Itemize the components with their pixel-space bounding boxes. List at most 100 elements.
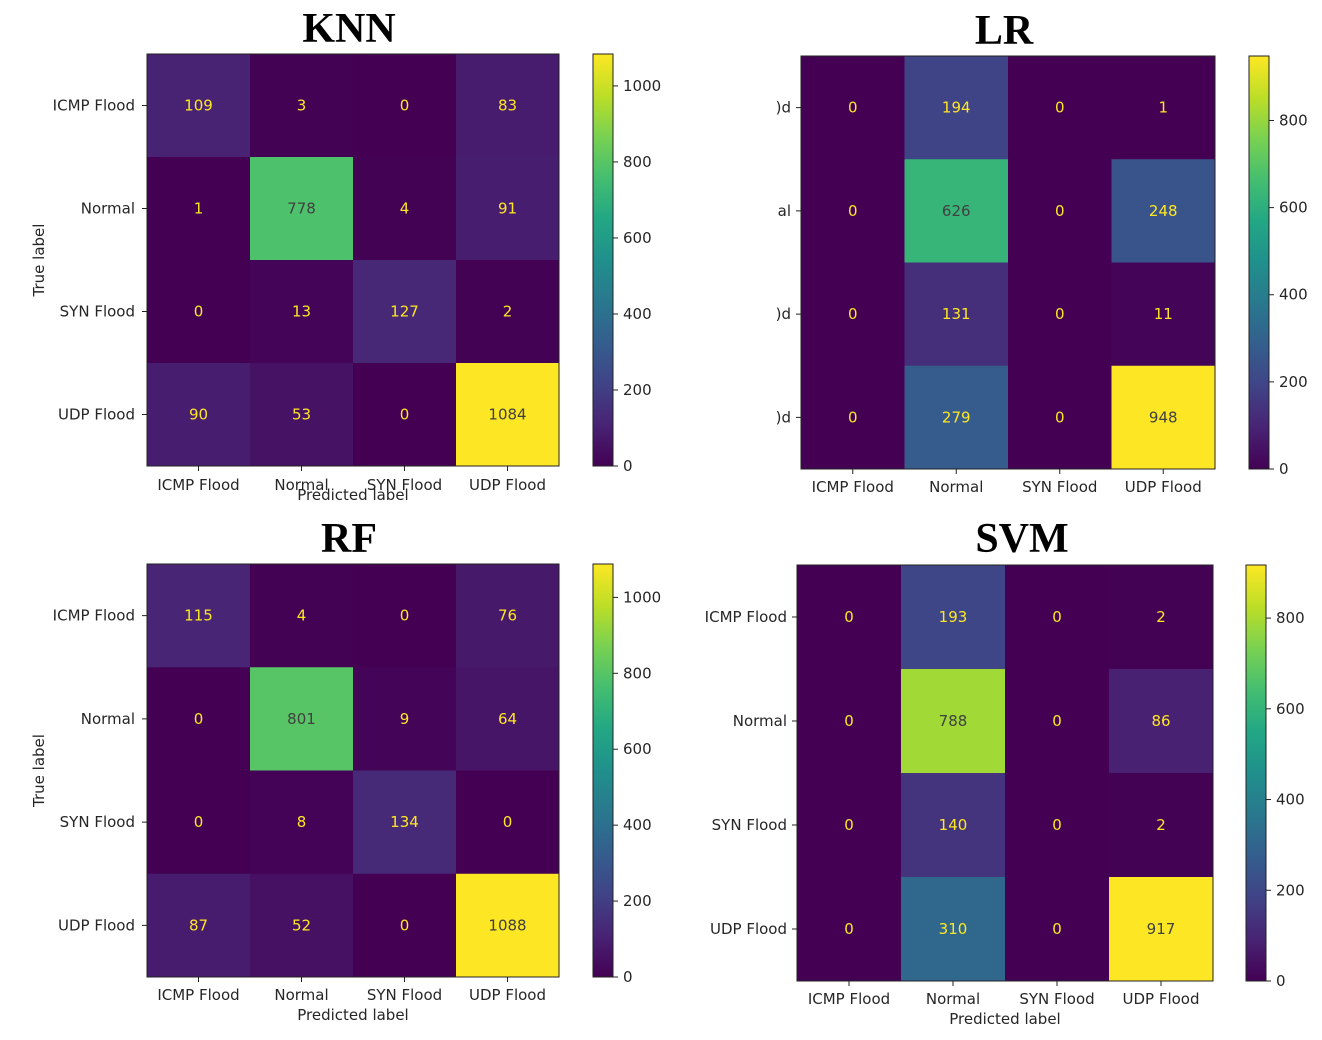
cell-value-label: 0 bbox=[844, 816, 854, 834]
heatmap-cell bbox=[353, 564, 457, 668]
heatmap-cell bbox=[147, 157, 251, 261]
heatmap-cell bbox=[801, 365, 905, 470]
x-tick-label: ICMP Flood bbox=[812, 478, 894, 496]
cell-value-label: 0 bbox=[400, 406, 410, 424]
cell-value-label: 0 bbox=[503, 813, 513, 831]
x-tick-label: UDP Flood bbox=[1125, 478, 1202, 496]
colorbar-tick-label: 200 bbox=[623, 381, 652, 399]
heatmap-cell bbox=[250, 363, 354, 467]
cell-value-label: 8 bbox=[297, 813, 307, 831]
colorbar-tick-label: 800 bbox=[1276, 609, 1305, 627]
cell-value-label: 140 bbox=[939, 816, 968, 834]
panel-title: RF bbox=[321, 516, 377, 562]
cell-value-label: 801 bbox=[287, 710, 316, 728]
x-tick-label: Normal bbox=[274, 476, 328, 494]
colorbar-tick-label: 600 bbox=[1276, 700, 1305, 718]
plot-frame bbox=[800, 55, 1216, 470]
cell-value-label: 87 bbox=[189, 916, 208, 934]
y-tick-label: )d bbox=[776, 305, 791, 323]
x-tick-label: UDP Flood bbox=[469, 476, 546, 494]
heatmap-cell bbox=[1005, 565, 1110, 670]
heatmap-cell bbox=[1111, 262, 1216, 367]
cell-value-label: 0 bbox=[844, 920, 854, 938]
cell-value-label: 53 bbox=[292, 406, 311, 424]
heatmap-cell bbox=[147, 667, 251, 771]
heatmap-cell bbox=[250, 564, 354, 668]
x-tick-label: ICMP Flood bbox=[157, 986, 239, 1004]
heatmap-cell bbox=[456, 667, 560, 771]
heatmap-cell bbox=[353, 54, 457, 158]
panel-title: LR bbox=[975, 8, 1034, 54]
cell-value-label: 0 bbox=[1055, 305, 1065, 323]
cell-value-label: 0 bbox=[844, 712, 854, 730]
heatmap-cell bbox=[147, 873, 251, 978]
cell-value-label: 3 bbox=[297, 97, 307, 115]
heatmap-cell bbox=[901, 877, 1006, 982]
cell-value-label: 193 bbox=[939, 608, 968, 626]
heatmap-cell bbox=[456, 54, 560, 158]
x-axis-title: Predicted label bbox=[949, 1010, 1060, 1028]
heatmap-cell bbox=[353, 873, 457, 978]
colorbar-tick-label: 1000 bbox=[623, 588, 661, 606]
heatmap-cell bbox=[801, 56, 905, 160]
x-tick-label: SYN Flood bbox=[367, 986, 442, 1004]
x-tick-label: SYN Flood bbox=[367, 476, 442, 494]
heatmap-cell bbox=[1008, 159, 1112, 263]
cell-value-label: 0 bbox=[848, 202, 858, 220]
cell-value-label: 2 bbox=[1156, 816, 1166, 834]
y-tick-label: Normal bbox=[81, 200, 135, 218]
y-tick-label: UDP Flood bbox=[58, 406, 135, 424]
cell-value-label: 0 bbox=[1052, 608, 1062, 626]
x-tick-label: Normal bbox=[929, 478, 983, 496]
cell-value-label: 0 bbox=[1055, 408, 1065, 426]
heatmap-cell bbox=[901, 669, 1006, 774]
heatmap-cell bbox=[250, 260, 354, 364]
x-tick-label: ICMP Flood bbox=[808, 990, 890, 1008]
cell-value-label: 0 bbox=[400, 916, 410, 934]
panel-title: SVM bbox=[975, 516, 1068, 562]
cell-value-label: 0 bbox=[1052, 920, 1062, 938]
heatmap-cell bbox=[456, 157, 560, 261]
colorbar-tick-label: 0 bbox=[1276, 972, 1286, 990]
cell-value-label: 917 bbox=[1147, 920, 1176, 938]
heatmap-cell bbox=[1111, 365, 1216, 470]
heatmap-cell bbox=[1008, 262, 1112, 367]
cell-value-label: 310 bbox=[939, 920, 968, 938]
x-tick-label: Normal bbox=[926, 990, 980, 1008]
cell-value-label: 279 bbox=[942, 408, 971, 426]
colorbar-tick-label: 200 bbox=[1276, 881, 1305, 899]
cell-value-label: 248 bbox=[1149, 202, 1178, 220]
colorbar bbox=[592, 53, 614, 467]
heatmap-cell bbox=[904, 159, 1009, 263]
y-tick-label: Normal bbox=[81, 710, 135, 728]
cell-value-label: 0 bbox=[848, 408, 858, 426]
colorbar-tick-label: 1000 bbox=[623, 77, 661, 95]
heatmap-cell bbox=[456, 770, 560, 875]
plot-frame bbox=[146, 53, 560, 467]
x-tick-label: UDP Flood bbox=[1122, 990, 1199, 1008]
y-tick-label: Normal bbox=[733, 712, 787, 730]
colorbar-tick-label: 0 bbox=[1279, 460, 1289, 478]
panel-title: KNN bbox=[302, 6, 395, 52]
colorbar-tick-label: 800 bbox=[623, 153, 652, 171]
panel-rf: RF 115 4 0 76 0 801 9 64 0 8 134 0 87 52 0 1088 ICMP Floo… bbox=[30, 516, 661, 1024]
panel-svm: SVM 0 193 0 2 0 788 0 86 0 140 0 2 0 310 0 917 ICMP Flood… bbox=[705, 516, 1305, 1028]
cell-value-label: 1088 bbox=[488, 916, 526, 934]
heatmap-cell bbox=[797, 669, 902, 774]
heatmap-cell bbox=[250, 873, 354, 978]
heatmap-cell bbox=[147, 54, 251, 158]
x-tick-label: SYN Flood bbox=[1022, 478, 1097, 496]
cell-value-label: 788 bbox=[939, 712, 968, 730]
colorbar bbox=[592, 563, 614, 978]
heatmap-cell bbox=[1005, 669, 1110, 774]
colorbar-tick-label: 400 bbox=[1276, 791, 1305, 809]
heatmap-cell bbox=[1109, 565, 1214, 670]
heatmap-cell bbox=[353, 667, 457, 771]
y-tick-label: SYN Flood bbox=[60, 303, 135, 321]
cell-value-label: 194 bbox=[942, 99, 971, 117]
heatmap-cell bbox=[353, 770, 457, 875]
colorbar bbox=[1245, 564, 1267, 982]
colorbar-tick-label: 200 bbox=[1279, 373, 1308, 391]
colorbar-tick-label: 400 bbox=[623, 305, 652, 323]
